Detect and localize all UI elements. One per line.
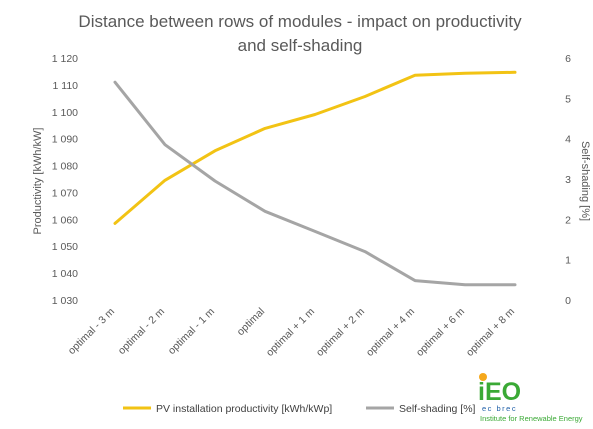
left-tick-label: 1 060	[52, 214, 78, 226]
chart-title-line1: Distance between rows of modules - impac…	[78, 12, 522, 31]
legend-label-self-shading: Self-shading [%]	[399, 403, 476, 415]
left-tick-label: 1 120	[52, 53, 78, 65]
x-tick-label: optimal + 8 m	[464, 305, 517, 358]
x-tick-label: optimal + 1 m	[264, 305, 317, 358]
right-tick-label: 1	[565, 255, 571, 267]
logo-letters: iEO	[478, 378, 521, 406]
right-axis-ticks: 0 1 2 3 4 5 6	[565, 53, 571, 307]
left-axis-ticks: 1 030 1 040 1 050 1 060 1 070 1 080 1 090 1 100…	[52, 53, 78, 307]
left-tick-label: 1 030	[52, 295, 78, 307]
x-tick-label: optimal - 1 m	[166, 305, 218, 357]
right-tick-label: 4	[565, 134, 571, 146]
x-tick-label: optimal - 2 m	[116, 305, 168, 357]
series-lines	[113, 70, 517, 287]
left-tick-label: 1 110	[53, 80, 79, 92]
x-tick-label: optimal + 4 m	[364, 305, 417, 358]
legend: PV installation productivity [kWh/kWp] S…	[123, 403, 476, 415]
logo-dot-icon	[479, 373, 487, 381]
ieo-logo: iEO ec brec Institute for Renewable Ener…	[478, 373, 583, 423]
right-tick-label: 6	[565, 53, 571, 65]
left-tick-label: 1 100	[52, 107, 78, 119]
logo-caption: Institute for Renewable Energy	[480, 414, 583, 423]
right-tick-label: 5	[565, 93, 571, 105]
x-tick-label: optimal + 2 m	[314, 305, 367, 358]
chart-title-line2: and self-shading	[238, 36, 363, 55]
legend-label-productivity: PV installation productivity [kWh/kWp]	[156, 403, 332, 415]
left-tick-label: 1 050	[52, 241, 78, 253]
series-line-self-shading	[113, 80, 517, 287]
right-tick-label: 3	[565, 174, 571, 186]
logo-sub: ec brec	[482, 404, 517, 413]
right-tick-label: 0	[565, 295, 571, 307]
left-tick-label: 1 070	[52, 187, 78, 199]
x-tick-label: optimal - 3 m	[66, 305, 118, 357]
left-tick-label: 1 040	[52, 268, 78, 280]
left-tick-label: 1 090	[52, 134, 78, 146]
left-axis-title: Productivity [kWh/kW]	[32, 128, 44, 235]
left-tick-label: 1 080	[52, 161, 78, 173]
series-line-productivity	[113, 70, 517, 225]
x-tick-label: optimal	[235, 306, 267, 338]
right-tick-label: 2	[565, 214, 571, 226]
right-axis-title: Self-shading [%]	[579, 141, 591, 221]
x-tick-label: optimal + 6 m	[414, 305, 467, 358]
